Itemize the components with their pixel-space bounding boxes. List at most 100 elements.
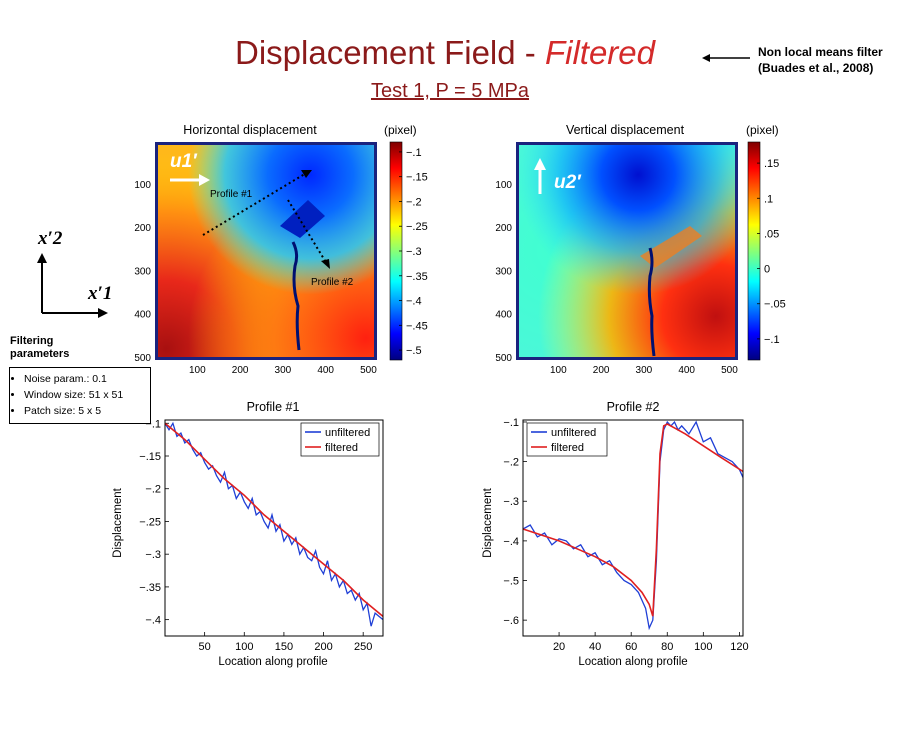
heatmap1-title: Horizontal displacement: [183, 123, 317, 137]
filter-note-line1: Non local means filter: [758, 45, 883, 59]
heatmap1-colorbar-ticks: −.1 −.15 −.2 −.25 −.3 −.35 −.4 −.45 −.5: [399, 147, 428, 357]
profile2-series: [522, 420, 744, 631]
profile2-xtick-4: 100: [694, 641, 712, 653]
heatmap2-xtick-1: 200: [593, 365, 610, 376]
profile2-xtick-1: 40: [589, 641, 601, 653]
profile2-ytick-5: −.6: [503, 615, 519, 627]
profile2-ytick-1: −.2: [503, 457, 519, 469]
profile1-ytick-3: −.25: [139, 516, 161, 528]
profile1-legend: unfiltered filtered: [300, 422, 380, 457]
page-title: Displacement Field - Filtered: [0, 34, 900, 72]
profile2-series-unfiltered: [522, 420, 744, 631]
heatmap2-xtick-0: 100: [550, 365, 567, 376]
profile1-xtick-2: 150: [275, 641, 293, 653]
heatmap2-ytick-1: 200: [495, 223, 512, 234]
heatmap1-cbtick-7: −.45: [406, 320, 428, 332]
profile1-ytick-5: −.35: [139, 582, 161, 594]
profile2-ylabel: Displacement: [482, 487, 494, 557]
filter-patch-size: Patch size: 5 x 5: [24, 403, 150, 419]
note-arrow-icon: [702, 54, 750, 62]
profile1-legend-unfiltered: unfiltered: [325, 427, 370, 439]
profile1-xtick-0: 50: [199, 641, 211, 653]
profile2-xtick-0: 20: [553, 641, 565, 653]
filtering-heading: Filtering parameters: [10, 335, 69, 361]
filtering-parameters-box: Noise param.: 0.1 Window size: 51 x 51 P…: [9, 367, 151, 424]
filtering-list: Noise param.: 0.1 Window size: 51 x 51 P…: [10, 371, 150, 419]
heatmap2-ytick-4: 500: [495, 353, 512, 364]
axes-orientation-icon: [37, 253, 108, 318]
heatmap2-colorbar-label: (pixel): [746, 123, 779, 137]
profile2-ytick-2: −.3: [503, 496, 519, 508]
profile2-series-filtered: [522, 423, 744, 617]
profile2-title: Profile #2: [607, 400, 660, 414]
heatmap2-cbtick-5: −.1: [764, 334, 780, 346]
heatmap2-cbtick-3: 0: [764, 264, 770, 276]
heatmap2-cbtick-0: .15: [764, 158, 779, 170]
profile1-xtick-4: 250: [354, 641, 372, 653]
heatmap1-cbtick-0: −.1: [406, 147, 422, 159]
heatmap2-axis-ticks: 100 200 300 400 500 100 200 300 400 500: [495, 180, 738, 376]
filter-note-line2: (Buades et al., 2008): [758, 61, 874, 75]
heatmap1-cbtick-2: −.2: [406, 196, 422, 208]
heatmap1-xtick-4: 500: [360, 365, 377, 376]
profile1-ytick-0: −.1: [145, 418, 161, 430]
filter-noise-param: Noise param.: 0.1: [24, 371, 150, 387]
heatmap2-ytick-3: 400: [495, 310, 512, 321]
heatmap2-ytick-0: 100: [495, 180, 512, 191]
profile2-axis-ticks: 20 40 60 80 100 120 −.1 −.2 −.3 −.4 −.5 −.6: [503, 417, 748, 653]
heatmap1-plot: u1′ Profile #1 Profile #2: [155, 142, 377, 360]
heatmap2-xtick-4: 500: [721, 365, 738, 376]
heatmap2-xtick-2: 300: [636, 365, 653, 376]
heatmap2-title: Vertical displacement: [566, 123, 685, 137]
profile2-legend: unfiltered filtered: [526, 422, 608, 457]
page-subtitle: Test 1, P = 5 MPa: [370, 80, 530, 102]
profile2-xlabel: Location along profile: [578, 656, 687, 668]
profile1-annotation: Profile #1: [210, 189, 253, 200]
profile1-chart: Profile #1 Location along profile Displa…: [112, 400, 384, 668]
title-emphasis: Filtered: [544, 34, 655, 71]
profile2-chart: Profile #2 Location along profile Displa…: [482, 400, 749, 668]
heatmap1-cbtick-6: −.4: [406, 296, 422, 308]
profile2-legend-unfiltered: unfiltered: [551, 427, 596, 439]
profile2-xtick-3: 80: [661, 641, 673, 653]
profile1-axis-ticks: 50 100 150 200 250 −.1 −.15 −.2 −.25 −.3 −.35 −.4: [139, 418, 372, 653]
profile2-xtick-5: 120: [730, 641, 748, 653]
heatmap1-xtick-1: 200: [232, 365, 249, 376]
heatmap1-ytick-4: 500: [134, 353, 151, 364]
filter-window-size: Window size: 51 x 51: [24, 387, 150, 403]
filtering-heading-line1: Filtering: [10, 335, 54, 347]
heatmap2-cbtick-2: .05: [764, 228, 779, 240]
axis-x1-label: x′1: [88, 283, 113, 304]
profile1-ylabel: Displacement: [112, 487, 124, 557]
heatmap2-ytick-2: 300: [495, 266, 512, 277]
profile1-title: Profile #1: [247, 400, 300, 414]
heatmap1-xtick-2: 300: [275, 365, 292, 376]
heatmap1-ytick-1: 200: [134, 223, 151, 234]
profile2-annotation: Profile #2: [311, 277, 354, 288]
heatmap2-cbtick-4: −.05: [764, 299, 786, 311]
profile1-series-filtered: [164, 422, 384, 618]
u1-label: u1′: [170, 151, 198, 172]
heatmap1-xtick-0: 100: [189, 365, 206, 376]
filtering-heading-line2: parameters: [10, 348, 70, 360]
heatmap1-cbtick-1: −.15: [406, 172, 428, 184]
filter-note: Non local means filter (Buades et al., 2…: [758, 44, 883, 76]
vertical-displacement-chart: Vertical displacement u2′ 100 200 300 400 50…: [495, 123, 786, 376]
profile2-ytick-3: −.4: [503, 536, 519, 548]
heatmap1-cbtick-5: −.35: [406, 271, 428, 283]
heatmap1-ytick-0: 100: [134, 180, 151, 191]
horizontal-displacement-chart: Horizontal displacement u1′ Profile #1 P…: [134, 123, 428, 376]
heatmap2-xtick-3: 400: [678, 365, 695, 376]
profile1-xtick-1: 100: [235, 641, 253, 653]
heatmap1-cbtick-4: −.3: [406, 246, 422, 258]
profile2-ytick-4: −.5: [503, 576, 519, 588]
profile2-ytick-0: −.1: [503, 417, 519, 429]
axis-x2-label: x′2: [38, 228, 63, 249]
profile2-legend-filtered: filtered: [551, 442, 584, 454]
profile1-legend-filtered: filtered: [325, 442, 358, 454]
profile2-xtick-2: 60: [625, 641, 637, 653]
heatmap1-ytick-3: 400: [134, 310, 151, 321]
profile1-ytick-6: −.4: [145, 615, 161, 627]
u2-label: u2′: [554, 172, 582, 193]
heatmap1-xtick-3: 400: [317, 365, 334, 376]
